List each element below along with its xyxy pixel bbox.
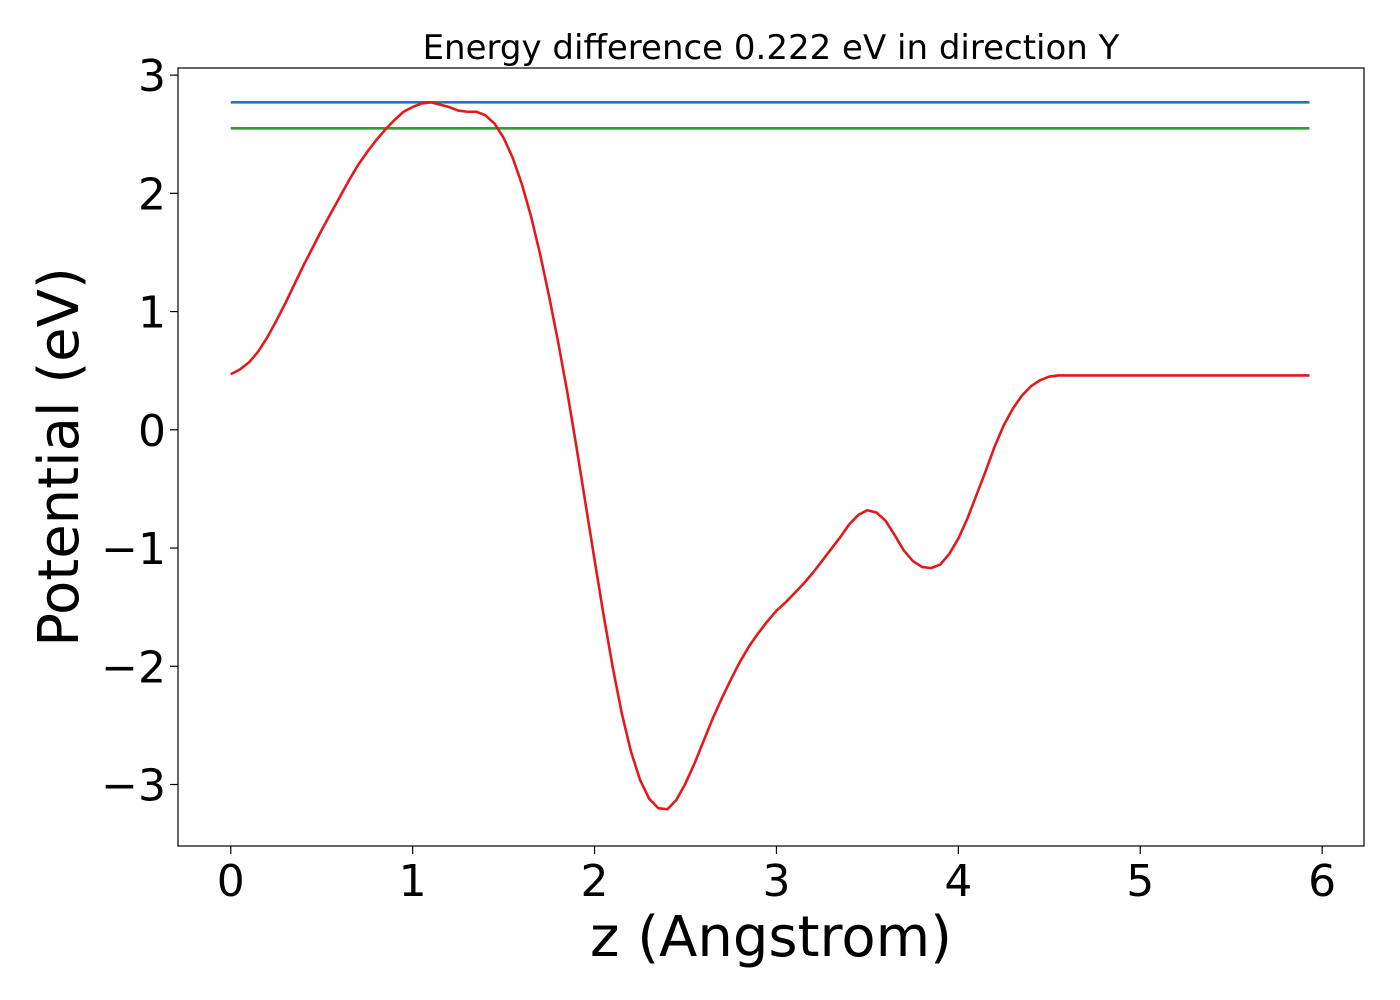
y-tick-label: −1 [101, 524, 166, 575]
y-axis: −3 −2 −1 0 1 2 3 [101, 51, 178, 812]
y-tick-label: −3 [101, 761, 166, 812]
y-tick-label: 2 [138, 169, 166, 220]
series-layer [230, 100, 1310, 811]
x-tick-label: 5 [1126, 856, 1154, 907]
y-tick-label: −2 [101, 642, 166, 693]
x-axis-label: z (Angstrom) [590, 905, 952, 970]
x-axis: 0 1 2 3 4 5 6 [217, 846, 1336, 907]
x-tick-label: 0 [217, 856, 245, 907]
y-tick-label: 3 [138, 51, 166, 102]
x-tick-label: 2 [581, 856, 609, 907]
x-tick-label: 6 [1308, 856, 1336, 907]
x-tick-label: 4 [944, 856, 972, 907]
series-line-3 [230, 100, 1310, 811]
y-tick-label: 1 [138, 288, 166, 339]
y-tick-label: 0 [138, 406, 166, 457]
chart-title: Energy difference 0.222 eV in direction … [423, 28, 1120, 68]
x-tick-label: 3 [762, 856, 790, 907]
y-axis-label: Potential (eV) [27, 267, 92, 647]
x-tick-label: 1 [399, 856, 427, 907]
plot-frame [177, 67, 1365, 847]
